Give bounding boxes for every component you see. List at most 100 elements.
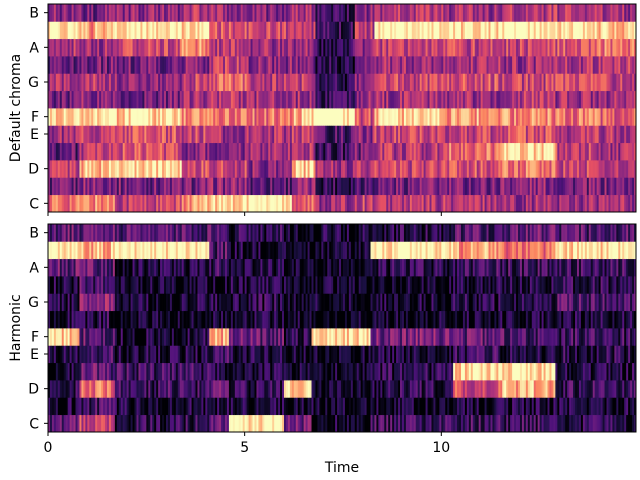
heatmap-cell [547, 38, 550, 57]
heatmap-cell [236, 56, 240, 74]
heatmap-cell [211, 56, 214, 74]
heatmap-cell [167, 4, 171, 22]
heatmap-cell [71, 90, 74, 109]
heatmap-cell [201, 142, 204, 161]
heatmap-cell [533, 4, 537, 22]
heatmap-cell [549, 38, 552, 57]
heatmap-cell [431, 4, 434, 22]
heatmap-cell [447, 56, 450, 74]
heatmap-cell [573, 160, 576, 178]
heatmap-cell [99, 194, 102, 213]
heatmap-cell [594, 142, 598, 161]
heatmap-cell [164, 414, 167, 433]
heatmap-cell [427, 4, 430, 22]
heatmap-cell [132, 241, 135, 260]
heatmap-cell [179, 177, 183, 196]
heatmap-cell [323, 160, 326, 178]
heatmap-cell [474, 56, 478, 74]
heatmap-cell [230, 241, 234, 260]
heatmap-cell [460, 194, 464, 213]
heatmap-cell [105, 397, 108, 416]
heatmap-cell [55, 56, 59, 74]
heatmap-cell [91, 414, 94, 433]
heatmap-cell [195, 345, 198, 364]
heatmap-cell [209, 310, 212, 329]
heatmap-cell [118, 293, 122, 312]
heatmap-cell [437, 56, 440, 74]
heatmap-cell [148, 380, 151, 398]
heatmap-cell [185, 90, 189, 109]
heatmap-cell [606, 90, 609, 109]
heatmap-cell [67, 310, 71, 329]
heatmap-cell [604, 177, 607, 196]
heatmap-cell [431, 73, 434, 92]
heatmap-cell [65, 177, 69, 196]
heatmap-cell [356, 4, 360, 22]
heatmap-cell [573, 73, 576, 92]
heatmap-cell [547, 90, 550, 109]
heatmap-cell [545, 90, 548, 109]
heatmap-cell [315, 4, 318, 22]
heatmap-cell [187, 276, 190, 294]
heatmap-cell [315, 73, 318, 92]
heatmap-cell [563, 125, 566, 144]
heatmap-cell [148, 224, 151, 242]
heatmap-cell [590, 108, 594, 126]
heatmap-cell [283, 142, 287, 161]
heatmap-cell [614, 142, 617, 161]
heatmap-cell [374, 21, 377, 40]
heatmap-cell [167, 345, 171, 364]
heatmap-cell [598, 21, 602, 40]
heatmap-cell [209, 241, 212, 260]
heatmap-cell [405, 90, 409, 109]
heatmap-cell [105, 56, 108, 74]
heatmap-cell [179, 397, 183, 416]
heatmap-cell [130, 293, 133, 312]
heatmap-cell [457, 21, 460, 40]
heatmap-cell [498, 125, 501, 144]
heatmap-cell [128, 241, 131, 260]
heatmap-cell [313, 90, 316, 109]
heatmap-cell [569, 125, 572, 144]
heatmap-cell [207, 310, 210, 329]
heatmap-cell [598, 108, 602, 126]
heatmap-cell [252, 276, 255, 294]
heatmap-cell [270, 142, 273, 161]
heatmap-cell [193, 125, 196, 144]
heatmap-cell [224, 414, 228, 433]
heatmap-cell [148, 38, 151, 57]
heatmap-cell [148, 142, 151, 161]
heatmap-cell [77, 293, 80, 312]
heatmap-cell [75, 177, 78, 196]
heatmap-cell [156, 414, 159, 433]
heatmap-cell [226, 380, 230, 398]
heatmap-cell [154, 276, 157, 294]
heatmap-cell [105, 142, 108, 161]
heatmap-cell [154, 21, 157, 40]
heatmap-cell [156, 258, 159, 277]
heatmap-cell [173, 293, 177, 312]
heatmap-cell [337, 142, 340, 161]
heatmap-cell [195, 90, 198, 109]
heatmap-cell [142, 4, 145, 22]
heatmap-cell [114, 414, 118, 433]
heatmap-cell [223, 293, 226, 312]
heatmap-cell [472, 90, 476, 109]
heatmap-cell [285, 21, 289, 40]
heatmap-cell [187, 362, 190, 381]
heatmap-cell [392, 194, 395, 213]
heatmap-cell [169, 108, 173, 126]
heatmap-cell [223, 108, 226, 126]
heatmap-cell [514, 194, 517, 213]
heatmap-cell [331, 160, 334, 178]
heatmap-cell [146, 4, 149, 22]
heatmap-cell [122, 177, 126, 196]
heatmap-cell [162, 345, 165, 364]
heatmap-cell [242, 177, 246, 196]
heatmap-cell [274, 177, 277, 196]
heatmap-cell [382, 21, 385, 40]
heatmap-cell [596, 90, 600, 109]
heatmap-cell [124, 125, 128, 144]
heatmap-cell [116, 276, 120, 294]
heatmap-cell [221, 194, 224, 213]
